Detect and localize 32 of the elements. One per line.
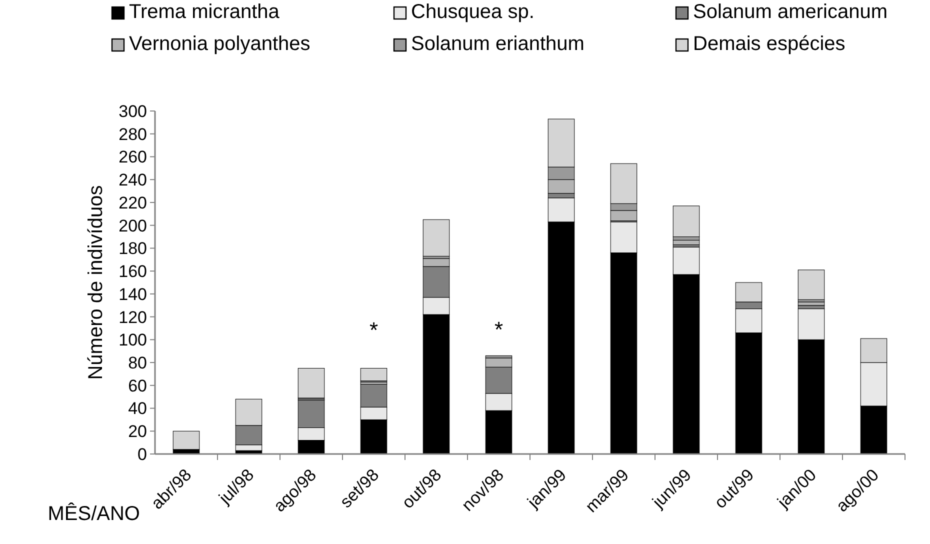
y-tick-label: 120 (118, 308, 147, 327)
y-tick-label: 180 (118, 239, 147, 258)
y-tick-label: 280 (118, 124, 147, 144)
bar (298, 368, 325, 398)
x-axis-title: MÊS/ANO (48, 502, 140, 525)
legend-label: Solanum americanum (693, 1, 888, 23)
bar (422, 219, 450, 256)
y-tick-label: 100 (118, 330, 147, 350)
y-tick-label: 20 (128, 422, 147, 442)
y-tick-label: 80 (128, 353, 147, 372)
y-tick-label: 40 (128, 399, 147, 418)
legend-label: Demais espécies (693, 33, 846, 55)
bar (172, 430, 200, 450)
y-tick-label: 60 (128, 376, 147, 396)
y-axis-title: Número de indivíduos (85, 185, 107, 380)
legend-label: Chusquea sp. (411, 1, 534, 23)
y-tick-label: 140 (118, 284, 147, 304)
legend-label: Vernonia polyanthes (129, 33, 310, 55)
y-tick-label: 300 (118, 102, 147, 121)
legend-label: Trema micrantha (129, 1, 280, 23)
y-tick-label: 260 (118, 148, 147, 167)
y-tick-label: 240 (118, 170, 147, 190)
y-tick-label: 0 (138, 444, 147, 464)
legend-label: Solanum erianthum (411, 33, 584, 55)
y-tick-label: 160 (118, 262, 147, 282)
bar (672, 206, 700, 238)
y-tick-label: 220 (118, 193, 147, 212)
annotation: * (369, 317, 378, 342)
annotation: * (494, 316, 504, 342)
bar (360, 368, 388, 382)
bar (798, 270, 825, 300)
y-tick-label: 200 (118, 216, 147, 236)
